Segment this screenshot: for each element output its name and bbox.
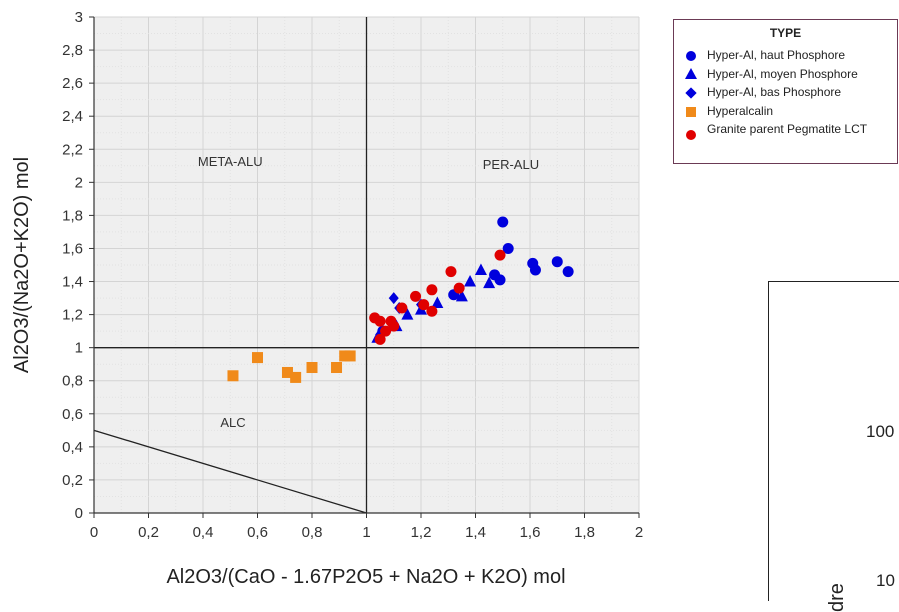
data-point (464, 275, 477, 287)
reference-lines (93, 17, 639, 514)
data-point (388, 320, 400, 332)
x-tick-label: 2 (635, 524, 643, 541)
data-point (374, 333, 386, 345)
legend-label: Granite parent Pegmatite LCT (707, 122, 868, 136)
y-tick-label: 1 (75, 340, 83, 357)
y-tick-label: 0 (75, 505, 83, 522)
x-tick-label: 0 (90, 524, 98, 541)
data-points (227, 216, 574, 383)
axes: 0 0,2 0,4 0,6 0,8 1 1,2 1,4 1,6 1,8 2 0 0,2 0,4 0,6 0,8… (62, 9, 643, 541)
y-axis-title: Al2O3/(Na2O+K2O) mol (11, 157, 33, 373)
data-point (453, 282, 465, 294)
data-point (344, 350, 356, 362)
y-tick-label: 1,6 (62, 240, 83, 257)
orange-square-icon (686, 107, 696, 117)
reference-line-diagonal (93, 429, 367, 514)
x-axis-title: Al2O3/(CaO - 1.67P2O5 + Na2O + K2O) mol (166, 566, 565, 588)
blue-triangle-icon (685, 68, 697, 79)
partial-second-chart (768, 281, 899, 601)
data-point (474, 263, 487, 275)
x-tick-label: 1 (362, 524, 370, 541)
x-tick-label: 0,4 (193, 524, 214, 541)
grid-lines (93, 16, 640, 514)
data-point (331, 362, 343, 374)
red-circle-icon (686, 130, 696, 140)
region-label: META-ALU (198, 154, 263, 169)
legend-label: Hyper-Al, moyen Phosphore (707, 67, 858, 81)
y-tick-label: 3 (75, 9, 83, 26)
data-point (497, 216, 509, 228)
x-tick-label: 0,8 (302, 524, 323, 541)
y-tick-label: 2,2 (62, 141, 83, 158)
partial-chart-axis-label: dre (826, 583, 848, 612)
region-label: ALC (220, 415, 245, 430)
data-point (426, 305, 438, 317)
data-point (483, 276, 496, 289)
data-point (494, 274, 506, 286)
partial-chart-tick: 10 (876, 571, 895, 590)
data-point (494, 249, 506, 261)
y-tick-label: 2,8 (62, 42, 83, 59)
x-tick-label: 1,8 (574, 524, 595, 541)
y-tick-label: 0,6 (62, 406, 83, 423)
y-tick-label: 2,6 (62, 75, 83, 92)
data-point (445, 266, 457, 278)
legend-label: Hyper-Al, bas Phosphore (707, 85, 842, 99)
scatter-chart: 0 0,2 0,4 0,6 0,8 1 1,2 1,4 1,6 1,8 2 0 0,2 0,4 0,6 0,8… (11, 9, 643, 588)
blue-circle-icon (686, 51, 696, 61)
y-tick-label: 1,8 (62, 207, 83, 224)
y-tick-label: 0,4 (62, 439, 83, 456)
data-point (252, 352, 263, 364)
data-point (388, 292, 399, 305)
x-tick-label: 1,4 (465, 524, 486, 541)
data-point (401, 308, 414, 320)
legend-label: Hyperalcalin (707, 104, 774, 118)
data-point (562, 266, 574, 278)
legend-title: TYPE (769, 26, 802, 40)
legend: TYPE Hyper-Al, haut Phosphore Hyper-Al, … (673, 19, 898, 164)
data-point (380, 325, 392, 337)
region-labels: META-ALU PER-ALU ALC (198, 154, 539, 430)
blue-diamond-icon (685, 87, 697, 99)
y-tick-label: 2 (75, 174, 83, 191)
data-point (281, 366, 293, 378)
data-point (426, 284, 438, 296)
data-point (529, 264, 541, 276)
x-tick-label: 1,6 (520, 524, 541, 541)
data-point (502, 242, 514, 254)
data-point (374, 315, 386, 327)
y-tick-label: 2,4 (62, 108, 83, 125)
data-point (227, 370, 239, 382)
legend-label: Hyper-Al, haut Phosphore (707, 48, 846, 62)
y-tick-label: 1,2 (62, 307, 83, 324)
region-label: PER-ALU (483, 157, 539, 172)
y-tick-label: 0,8 (62, 373, 83, 390)
data-point (306, 362, 318, 374)
data-point (396, 302, 408, 314)
x-tick-label: 0,2 (138, 524, 159, 541)
data-point (410, 290, 422, 302)
partial-chart-tick: 100 (866, 422, 895, 441)
data-point (418, 299, 430, 311)
data-point (455, 289, 468, 302)
data-point (551, 256, 563, 268)
x-tick-label: 1,2 (411, 524, 432, 541)
data-point (290, 371, 302, 383)
y-tick-label: 0,2 (62, 472, 83, 489)
data-point (431, 296, 444, 309)
y-tick-label: 1,4 (62, 274, 83, 291)
x-tick-label: 0,6 (247, 524, 268, 541)
